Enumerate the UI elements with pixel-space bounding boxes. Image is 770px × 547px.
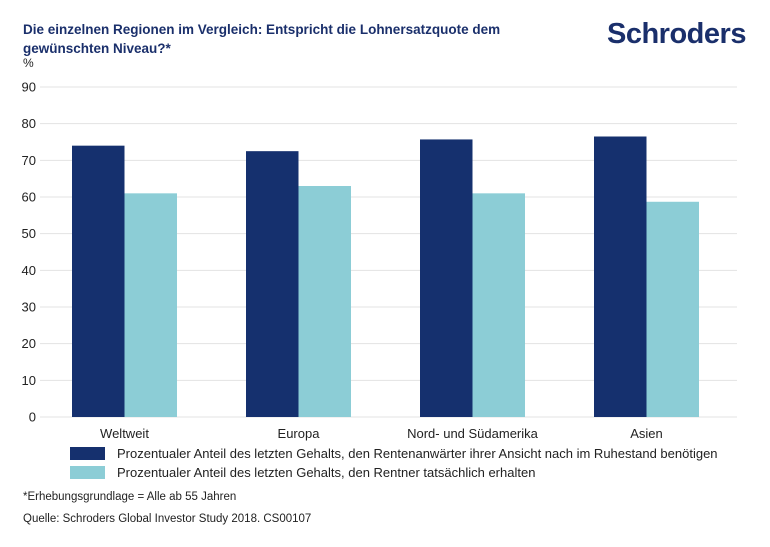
y-tick-label: 70 xyxy=(22,153,36,168)
y-tick-label: 90 xyxy=(22,80,36,95)
schroders-logo: Schroders xyxy=(607,18,746,50)
legend-item-series1: Prozentualer Anteil des letzten Gehalts,… xyxy=(70,444,718,463)
bar-europa-series1 xyxy=(246,151,299,417)
bar-nord-und-südamerika-series1 xyxy=(420,139,473,417)
y-tick-label: 50 xyxy=(22,226,36,241)
bars xyxy=(72,136,699,417)
legend-swatch-series2 xyxy=(70,466,105,479)
legend: Prozentualer Anteil des letzten Gehalts,… xyxy=(70,444,718,482)
y-tick-label: 20 xyxy=(22,336,36,351)
y-tick-label: 0 xyxy=(29,410,36,425)
y-axis-ticks: 0 10 20 30 40 50 60 70 80 90 xyxy=(22,80,36,425)
y-tick-label: 10 xyxy=(22,373,36,388)
legend-item-series2: Prozentualer Anteil des letzten Gehalts,… xyxy=(70,463,718,482)
y-tick-label: 30 xyxy=(22,300,36,315)
legend-label-series2: Prozentualer Anteil des letzten Gehalts,… xyxy=(117,465,536,480)
bar-nord-und-südamerika-series2 xyxy=(472,193,525,417)
x-tick-label: Asien xyxy=(630,426,663,441)
y-tick-label: 80 xyxy=(22,116,36,131)
x-tick-label: Nord- und Südamerika xyxy=(407,426,539,441)
footnote-source: Quelle: Schroders Global Investor Study … xyxy=(23,513,312,525)
legend-swatch-series1 xyxy=(70,447,105,460)
bar-asien-series1 xyxy=(594,136,647,417)
x-tick-label: Europa xyxy=(278,426,321,441)
bar-europa-series2 xyxy=(298,186,351,417)
y-tick-label: 60 xyxy=(22,190,36,205)
x-axis-ticks: Weltweit Europa Nord- und Südamerika Asien xyxy=(100,426,663,441)
bar-weltweit-series1 xyxy=(72,145,125,417)
bar-weltweit-series2 xyxy=(124,193,177,417)
y-axis-unit-label: % xyxy=(23,56,34,70)
bar-asien-series2 xyxy=(646,201,699,417)
legend-label-series1: Prozentualer Anteil des letzten Gehalts,… xyxy=(117,446,718,461)
footnote-base: *Erhebungsgrundlage = Alle ab 55 Jahren xyxy=(23,491,237,503)
y-tick-label: 40 xyxy=(22,263,36,278)
x-tick-label: Weltweit xyxy=(100,426,149,441)
chart-title: Die einzelnen Regionen im Vergleich: Ent… xyxy=(23,22,501,56)
